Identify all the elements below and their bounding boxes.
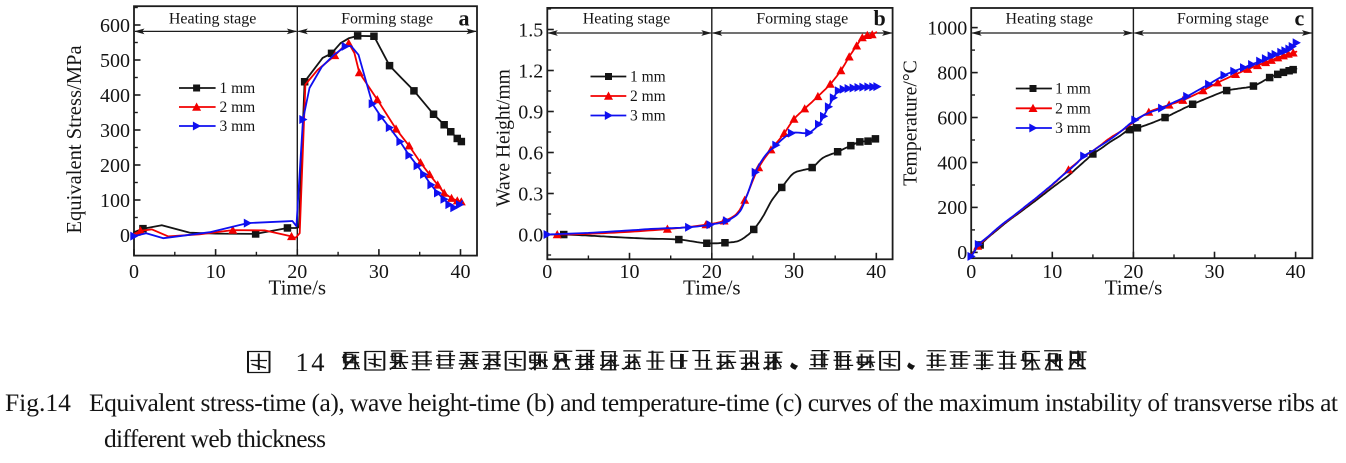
svg-text:0.6: 0.6 [518, 142, 543, 164]
svg-text:Time/s: Time/s [269, 276, 327, 300]
svg-text:Forming stage: Forming stage [756, 11, 848, 28]
svg-text:20: 20 [702, 261, 722, 283]
svg-text:Heating stage: Heating stage [169, 11, 257, 28]
svg-text:0: 0 [542, 261, 552, 283]
svg-text:800: 800 [937, 62, 967, 84]
svg-text:0: 0 [129, 261, 139, 283]
svg-text:400: 400 [100, 85, 130, 107]
svg-text:Wave Height/mm: Wave Height/mm [494, 69, 515, 207]
svg-text:Equivalent Stress/MPa: Equivalent Stress/MPa [64, 45, 86, 233]
svg-text:different web thickness: different web thickness [104, 424, 326, 453]
svg-text:Forming stage: Forming stage [1177, 11, 1269, 28]
svg-text:Heating stage: Heating stage [1006, 11, 1094, 28]
svg-text:Fig.14: Fig.14 [5, 388, 71, 417]
svg-text:0: 0 [966, 261, 976, 283]
svg-text:10: 10 [1042, 261, 1062, 283]
svg-text:10: 10 [620, 261, 640, 283]
svg-text:300: 300 [100, 120, 130, 142]
svg-text:30: 30 [369, 261, 389, 283]
svg-text:600: 600 [937, 107, 967, 129]
svg-text:3 mm: 3 mm [630, 108, 666, 125]
svg-text:2 mm: 2 mm [630, 88, 666, 105]
svg-text:0.3: 0.3 [518, 183, 543, 205]
svg-text:40: 40 [866, 261, 886, 283]
svg-text:1 mm: 1 mm [630, 69, 666, 86]
svg-text:600: 600 [100, 15, 130, 37]
svg-text:0: 0 [120, 225, 130, 247]
svg-text:1.5: 1.5 [518, 19, 543, 41]
svg-text:Heating stage: Heating stage [583, 11, 671, 28]
svg-text:0: 0 [957, 242, 967, 264]
svg-text:20: 20 [1123, 261, 1143, 283]
svg-text:100: 100 [100, 190, 130, 212]
svg-text:3 mm: 3 mm [1055, 120, 1091, 137]
svg-text:1000: 1000 [927, 17, 967, 39]
svg-text:1 mm: 1 mm [1055, 81, 1091, 98]
svg-text:3 mm: 3 mm [220, 118, 256, 135]
svg-text:a: a [459, 6, 470, 31]
svg-text:40: 40 [451, 261, 471, 283]
svg-text:1 mm: 1 mm [220, 80, 256, 97]
svg-text:10: 10 [206, 261, 226, 283]
svg-text:c: c [1295, 6, 1305, 31]
svg-text:500: 500 [100, 50, 130, 72]
svg-text:0.9: 0.9 [518, 101, 543, 123]
svg-text:b: b [873, 6, 885, 31]
svg-text:2 mm: 2 mm [220, 99, 256, 116]
svg-text:14: 14 [296, 347, 328, 377]
svg-text:2 mm: 2 mm [1055, 100, 1091, 117]
svg-text:20: 20 [287, 261, 307, 283]
svg-text:40: 40 [1286, 261, 1306, 283]
svg-text:Time/s: Time/s [683, 276, 741, 300]
svg-text:200: 200 [100, 155, 130, 177]
svg-text:Temperature/°C: Temperature/°C [900, 60, 922, 186]
svg-text:1.2: 1.2 [518, 60, 543, 82]
svg-text:Forming stage: Forming stage [341, 11, 433, 28]
svg-text:Equivalent stress-time (a), wa: Equivalent stress-time (a), wave height-… [89, 388, 1338, 417]
svg-text:Time/s: Time/s [1105, 276, 1163, 300]
svg-text:200: 200 [937, 197, 967, 219]
svg-text:30: 30 [1205, 261, 1225, 283]
svg-text:30: 30 [784, 261, 804, 283]
svg-text:400: 400 [937, 152, 967, 174]
svg-text:0.0: 0.0 [518, 224, 543, 246]
